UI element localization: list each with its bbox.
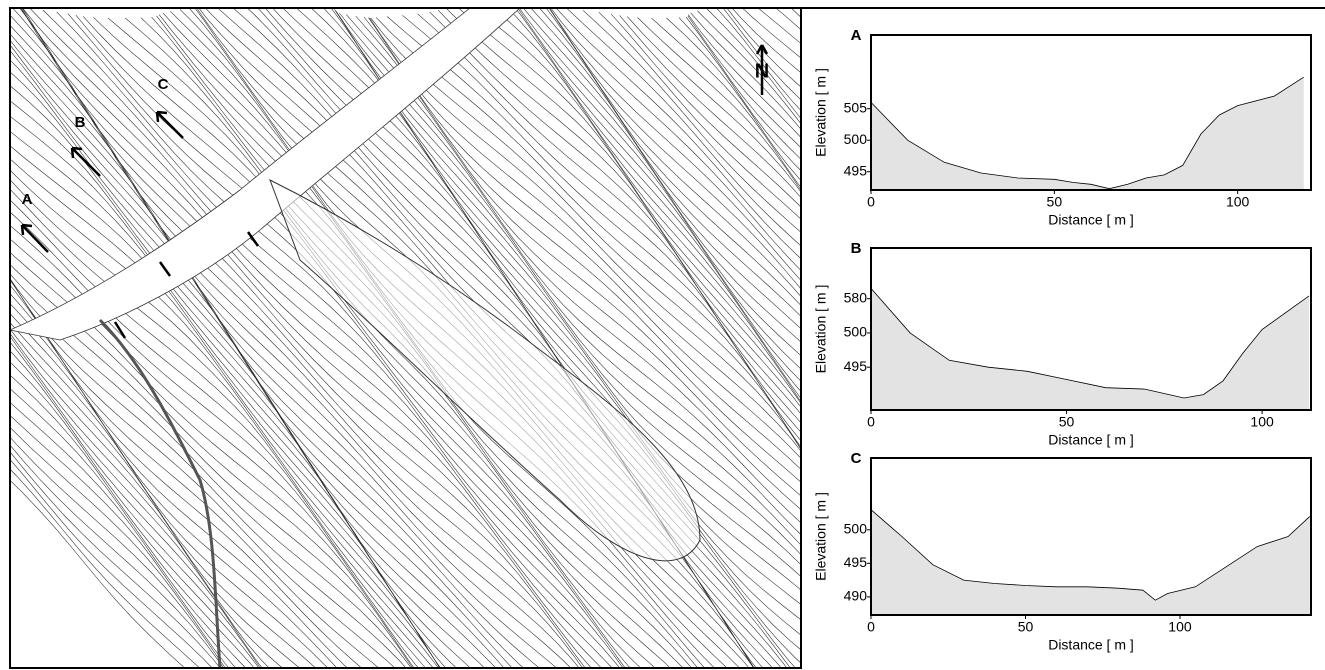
- contour-line: [18, 4, 633, 670]
- contour-line: [249, 0, 878, 670]
- x-tick-label: 50: [1047, 194, 1063, 210]
- x-tick-label: 100: [1226, 194, 1250, 210]
- x-tick-label: 50: [1018, 619, 1034, 635]
- y-tick-label: 500: [844, 520, 868, 536]
- contour-line: [222, 0, 849, 670]
- x-axis-label: Distance [ m ]: [1048, 637, 1134, 653]
- x-tick-label: 100: [1250, 414, 1274, 430]
- contour-line: [0, 13, 247, 670]
- contour-line: [0, 17, 236, 670]
- y-tick-label: 495: [844, 554, 868, 570]
- y-axis-label: Elevation [ m ]: [813, 68, 829, 157]
- y-axis-label: Elevation [ m ]: [813, 492, 829, 581]
- contour-line: [500, 1, 1118, 670]
- x-axis-label: Distance [ m ]: [1048, 212, 1134, 228]
- arrow-b: [72, 148, 100, 176]
- figure: A B C N A495500505050100Distance [ m ]El…: [0, 0, 1325, 670]
- contour-line: [30, 8, 652, 670]
- x-tick-label: 50: [1059, 414, 1075, 430]
- x-tick-label: 0: [867, 619, 875, 635]
- x-tick-label: 0: [867, 414, 875, 430]
- y-axis-label: Elevation [ m ]: [813, 285, 829, 374]
- contour-map: [0, 0, 1325, 670]
- contour-line: [471, 4, 1095, 670]
- y-tick-label: 495: [844, 162, 868, 178]
- contour-line: [0, 4, 278, 670]
- contour-line: [679, 18, 1295, 670]
- map-label: C: [158, 76, 169, 93]
- panel-title: C: [851, 450, 862, 467]
- panel-title: B: [851, 240, 862, 257]
- profile-area: [871, 77, 1304, 190]
- y-tick-label: 500: [844, 131, 868, 147]
- x-tick-label: 0: [867, 194, 875, 210]
- contour-line: [18, 2, 630, 670]
- y-tick-label: 580: [844, 289, 868, 305]
- contour-line: [555, 6, 1180, 670]
- contour-line: [438, 10, 1067, 670]
- map-label: A: [22, 191, 33, 208]
- contour-line: [651, 18, 1273, 670]
- x-tick-label: 100: [1168, 619, 1192, 635]
- contour-line: [0, 10, 264, 670]
- contour-line: [691, 13, 1301, 670]
- contour-line: [688, 16, 1298, 670]
- contour-line: [531, 0, 1143, 670]
- contour-line: [4, 0, 615, 670]
- contour-line: [638, 18, 1263, 670]
- map-label: B: [75, 114, 86, 131]
- valley-channel: [100, 320, 220, 668]
- page: A B C N A495500505050100Distance [ m ]El…: [0, 0, 1325, 670]
- x-axis-label: Distance [ m ]: [1048, 432, 1134, 448]
- y-tick-label: 495: [844, 358, 868, 374]
- profile-area: [871, 510, 1310, 615]
- north-label: N: [755, 60, 769, 82]
- contour-line: [0, 18, 226, 670]
- contour-line: [688, 15, 1298, 670]
- profile-area: [871, 288, 1309, 410]
- y-tick-label: 490: [844, 588, 868, 604]
- contour-line: [686, 17, 1299, 670]
- contour-line: [698, 11, 1310, 670]
- panel-title: A: [851, 27, 862, 44]
- contour-line: [13, 0, 624, 670]
- y-tick-label: 505: [844, 99, 868, 115]
- contour-line: [21, 6, 639, 670]
- arrow-a: [22, 225, 48, 252]
- arrow-c: [157, 112, 183, 138]
- y-tick-label: 500: [844, 324, 868, 340]
- contour-line: [0, 18, 210, 670]
